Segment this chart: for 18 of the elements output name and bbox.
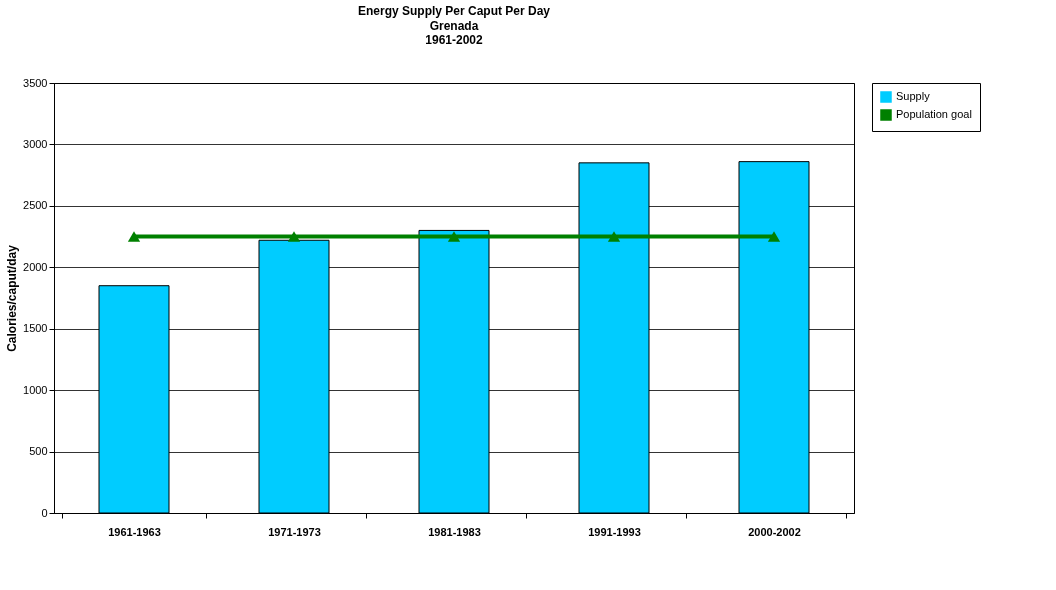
legend-label: Population goal [896,108,972,120]
y-tick-label: 3000 [23,137,48,150]
y-tick-label: 2500 [23,199,48,212]
legend-label: Supply [896,90,931,102]
x-tick-label: 1961-1963 [108,525,161,538]
chart-subtitle: Grenada 1961-2002 [425,19,484,47]
y-tick-label: 1000 [23,383,48,396]
y-axis-title: Calories/caput/day [5,244,20,352]
y-tick-label: 0 [41,506,48,519]
y-tick-label: 1500 [23,322,48,335]
x-tick-label: 2000-2002 [748,525,801,538]
y-tick-label: 500 [29,445,48,458]
x-tick-label: 1981-1983 [428,525,481,538]
y-tick-label: 2000 [23,260,48,273]
x-tick-label: 1991-1993 [588,525,641,538]
chart-title: Energy Supply Per Caput Per Day [357,4,551,18]
x-tick-label: 1971-1973 [268,525,321,538]
y-tick-label: 3500 [23,76,48,89]
